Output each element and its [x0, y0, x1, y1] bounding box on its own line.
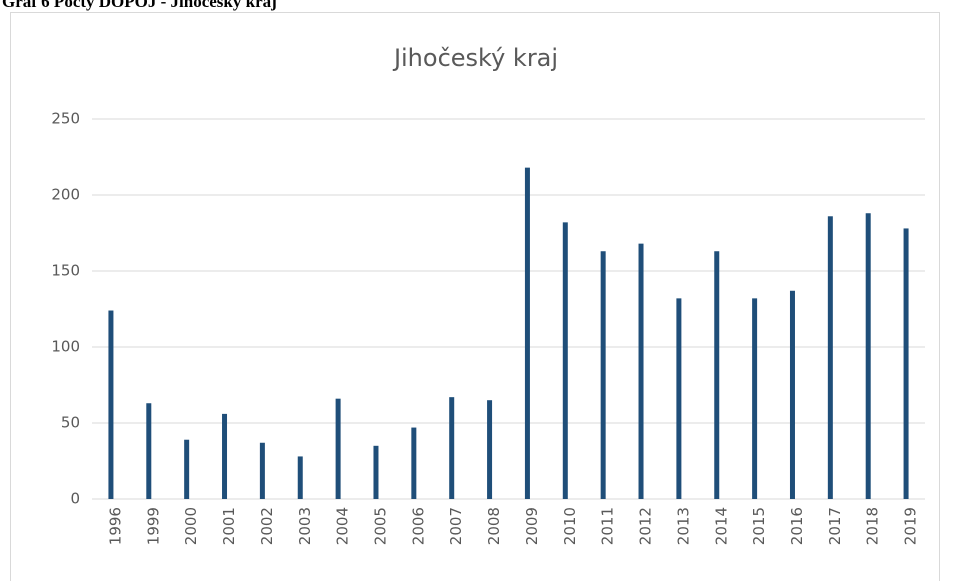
x-tick-label: 2017	[826, 507, 844, 545]
x-tick-label: 2009	[523, 507, 541, 545]
bar	[827, 216, 833, 499]
bar	[222, 413, 228, 499]
y-tick-label: 50	[61, 414, 80, 432]
x-tick-label: 2016	[788, 507, 806, 545]
bar	[373, 445, 379, 499]
chart-title: Jihočeský kraj	[392, 44, 558, 72]
bar	[449, 397, 455, 499]
chart-frame	[10, 12, 940, 581]
x-tick-label: 2008	[485, 507, 503, 545]
bar	[714, 251, 720, 499]
x-tick-label: 2012	[637, 507, 655, 545]
bar	[524, 167, 530, 499]
x-tick-label: 2000	[182, 507, 200, 545]
bar	[865, 213, 871, 500]
bar	[562, 222, 568, 500]
bar	[184, 439, 190, 499]
x-tick-label: 2019	[902, 507, 920, 545]
x-tick-label: 2013	[674, 507, 692, 545]
bar	[903, 228, 909, 499]
x-tick-label: 2005	[371, 507, 389, 545]
bar	[600, 251, 606, 499]
bar	[676, 298, 682, 499]
bar	[297, 456, 303, 499]
x-tick-label: 2006	[409, 507, 427, 545]
bar	[335, 398, 341, 499]
x-tick-label: 2001	[220, 507, 238, 545]
x-tick-label: 1996	[106, 507, 124, 545]
bar	[108, 310, 114, 499]
x-tick-label: 2010	[561, 507, 579, 545]
x-tick-label: 2011	[599, 507, 617, 545]
x-tick-label: 2003	[296, 507, 314, 545]
x-tick-label: 2004	[334, 507, 352, 545]
bar	[752, 298, 758, 499]
bar	[487, 400, 493, 499]
bar	[146, 403, 152, 499]
x-tick-label: 2014	[712, 507, 730, 545]
y-tick-label: 0	[70, 490, 80, 508]
caption: Graf 6 Počty DOPOJ - Jihočeský kraj	[2, 0, 277, 11]
y-tick-label: 200	[51, 186, 80, 204]
bar	[259, 442, 265, 499]
y-tick-label: 150	[51, 262, 80, 280]
y-tick-label: 250	[51, 110, 80, 128]
x-tick-label: 1999	[144, 507, 162, 545]
x-tick-label: 2007	[447, 507, 465, 545]
bar	[411, 427, 417, 499]
x-tick-label: 2018	[864, 507, 882, 545]
bar	[638, 243, 644, 499]
y-tick-label: 100	[51, 338, 80, 356]
bar	[789, 290, 795, 499]
x-tick-label: 2002	[258, 507, 276, 545]
x-tick-label: 2015	[750, 507, 768, 545]
